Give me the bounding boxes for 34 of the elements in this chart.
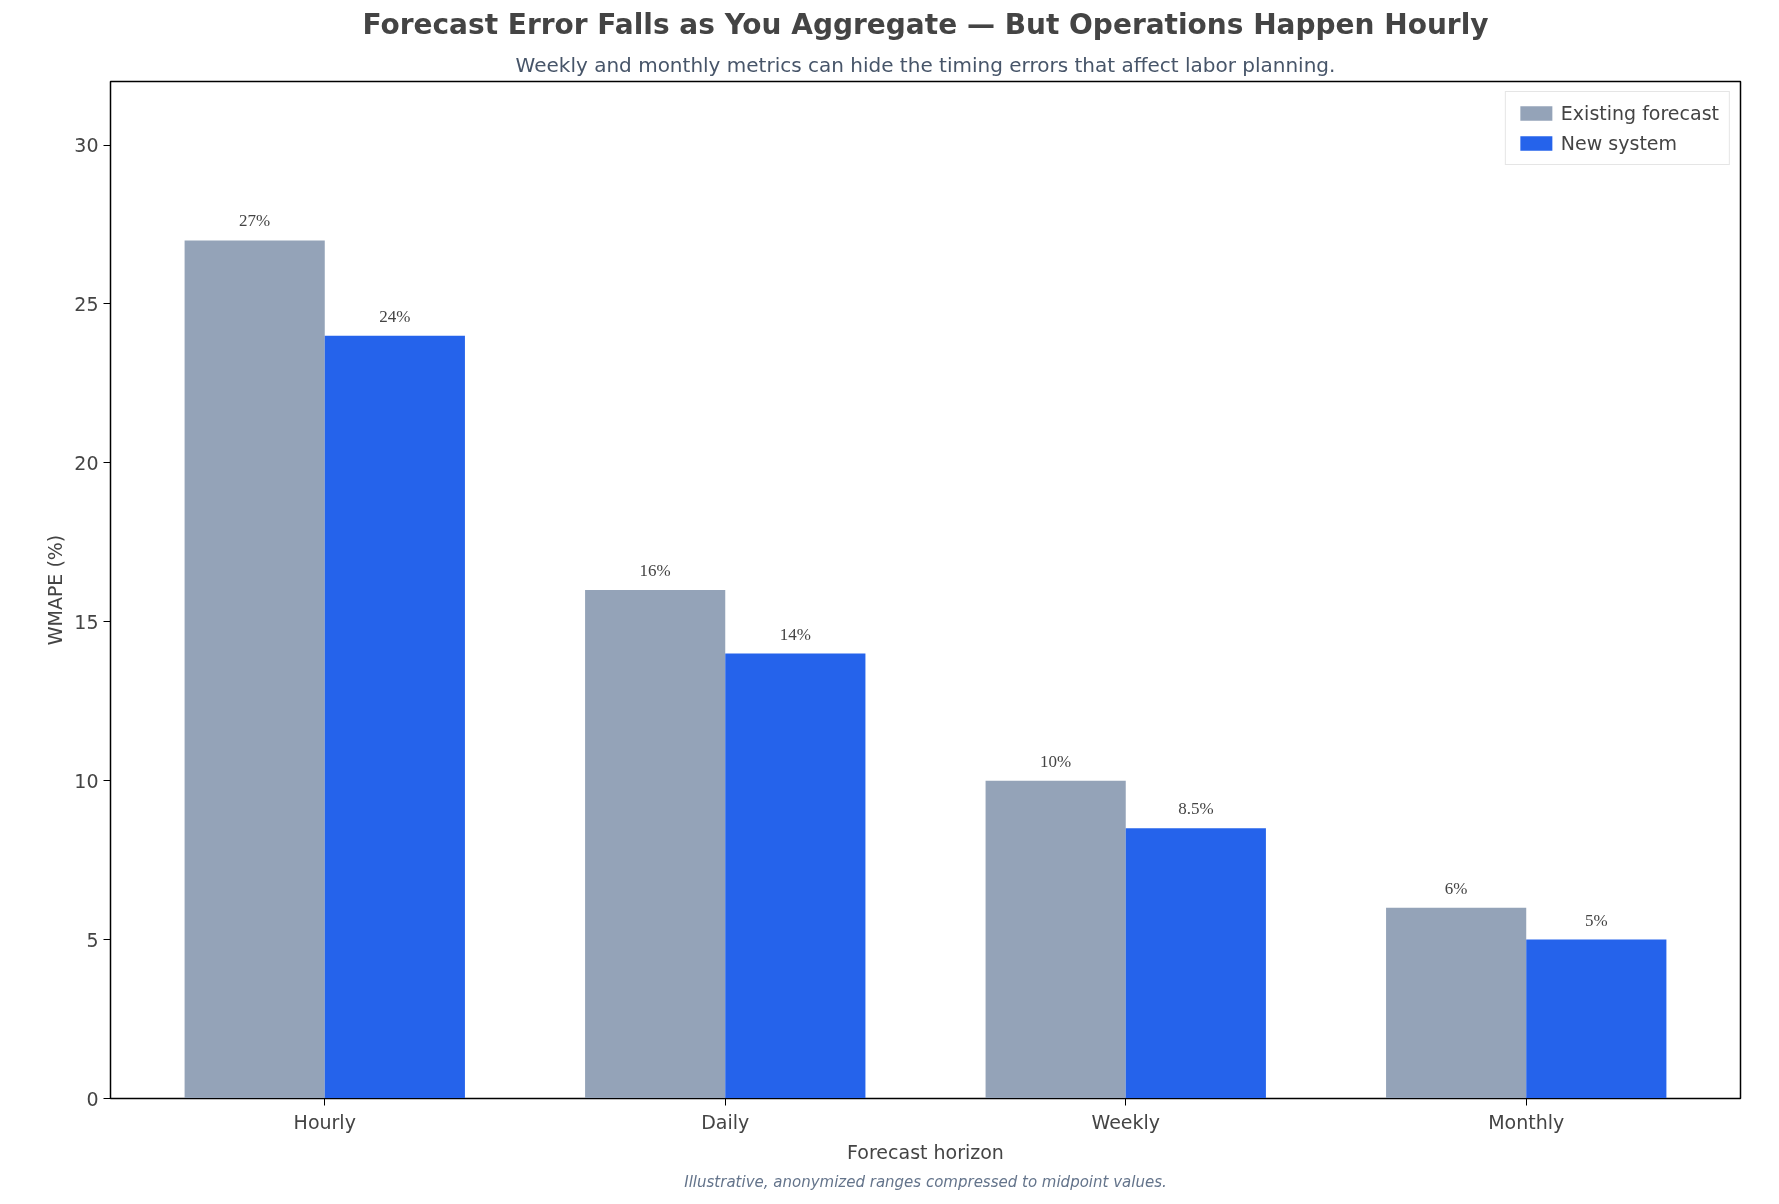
y-tick-label: 10: [74, 769, 99, 792]
data-label: 8.5%: [1178, 799, 1214, 819]
data-label: 27%: [239, 211, 271, 231]
bar: [985, 780, 1126, 1099]
legend-label: New system: [1560, 132, 1678, 154]
bar: [585, 590, 726, 1099]
x-tick-label: Monthly: [1488, 1110, 1565, 1133]
bar: [324, 335, 465, 1099]
legend-label: Existing forecast: [1560, 102, 1719, 124]
bar: [1526, 939, 1667, 1099]
bar: [184, 240, 325, 1099]
data-label: 16%: [639, 561, 671, 580]
y-axis-title: WMAPE (%): [44, 534, 67, 646]
x-tick-label: Weekly: [1091, 1110, 1161, 1133]
chart-subtitle: Weekly and monthly metrics can hide the timing errors that affect labor planning.: [515, 52, 1336, 77]
chart-title: Forecast Error Falls as You Aggregate — But Operations Happen Hourly: [362, 7, 1489, 41]
y-tick-label: 25: [74, 292, 99, 315]
y-tick-label: 0: [86, 1087, 99, 1110]
x-tick-label: Daily: [701, 1110, 750, 1133]
x-axis-title: Forecast horizon: [847, 1140, 1004, 1163]
y-tick-label: 30: [74, 134, 99, 157]
data-label: 24%: [379, 306, 411, 326]
data-label: 5%: [1584, 910, 1608, 930]
bar: [1125, 828, 1266, 1099]
text: Illustrative, anonymized ranges compressed to midpoint values.: [684, 1172, 1167, 1191]
data-label: 10%: [1040, 751, 1072, 771]
bar: [1386, 907, 1527, 1099]
y-tick-label: 5: [86, 928, 99, 951]
x-tick-label: Hourly: [293, 1110, 356, 1133]
bar: [725, 653, 866, 1099]
data-label: 6%: [1444, 878, 1468, 898]
y-tick-label: 15: [74, 610, 99, 633]
data-label: 14%: [779, 624, 811, 644]
y-tick-label: 20: [74, 451, 99, 474]
